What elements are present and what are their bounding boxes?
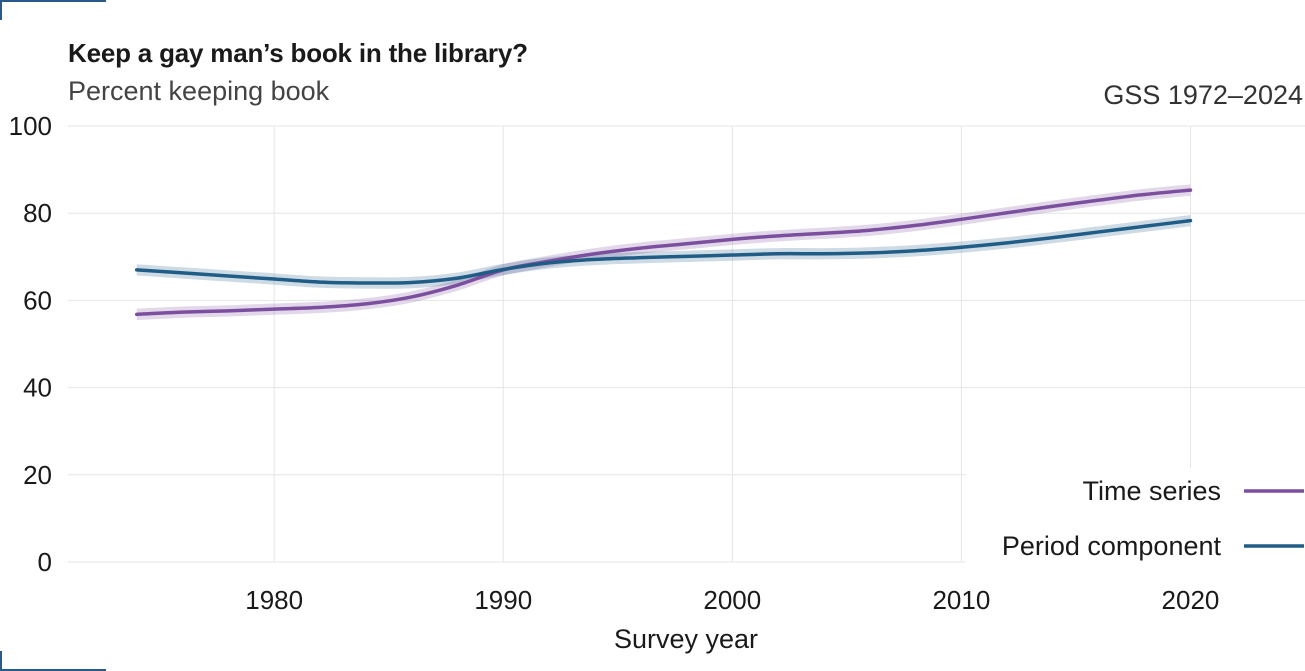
corner-mark-bottom	[0, 651, 106, 671]
chart-title: Keep a gay man’s book in the library?	[68, 38, 528, 68]
x-tick-label: 1980	[245, 585, 303, 615]
y-tick-label: 60	[23, 285, 52, 315]
x-axis-title: Survey year	[614, 624, 758, 654]
confidence-bands	[136, 184, 1191, 321]
x-tick-label: 2020	[1162, 585, 1220, 615]
chart-caption: GSS 1972–2024	[1103, 80, 1303, 110]
chart-subtitle: Percent keeping book	[68, 76, 330, 106]
y-tick-label: 20	[23, 460, 52, 490]
confidence-band-period-component	[136, 214, 1191, 289]
x-axis: 1980 1990 2000 2010 2020	[245, 585, 1219, 615]
x-tick-label: 1990	[474, 585, 532, 615]
y-tick-label: 0	[38, 547, 52, 577]
confidence-band-time-series	[136, 184, 1191, 321]
series-line-period-component	[134, 218, 1193, 285]
y-tick-label: 100	[9, 111, 52, 141]
y-axis: 0 20 40 60 80 100	[9, 111, 52, 577]
legend-label: Time series	[1082, 476, 1221, 506]
x-tick-label: 2010	[932, 585, 990, 615]
y-tick-label: 40	[23, 373, 52, 403]
y-tick-label: 80	[23, 198, 52, 228]
corner-mark-top	[0, 0, 106, 20]
legend: Time series Period component	[1002, 476, 1304, 561]
legend-label: Period component	[1002, 531, 1222, 561]
x-tick-label: 2000	[703, 585, 761, 615]
series-line-time-series	[134, 188, 1193, 317]
series-lines	[134, 188, 1193, 317]
legend-background	[966, 468, 1305, 580]
